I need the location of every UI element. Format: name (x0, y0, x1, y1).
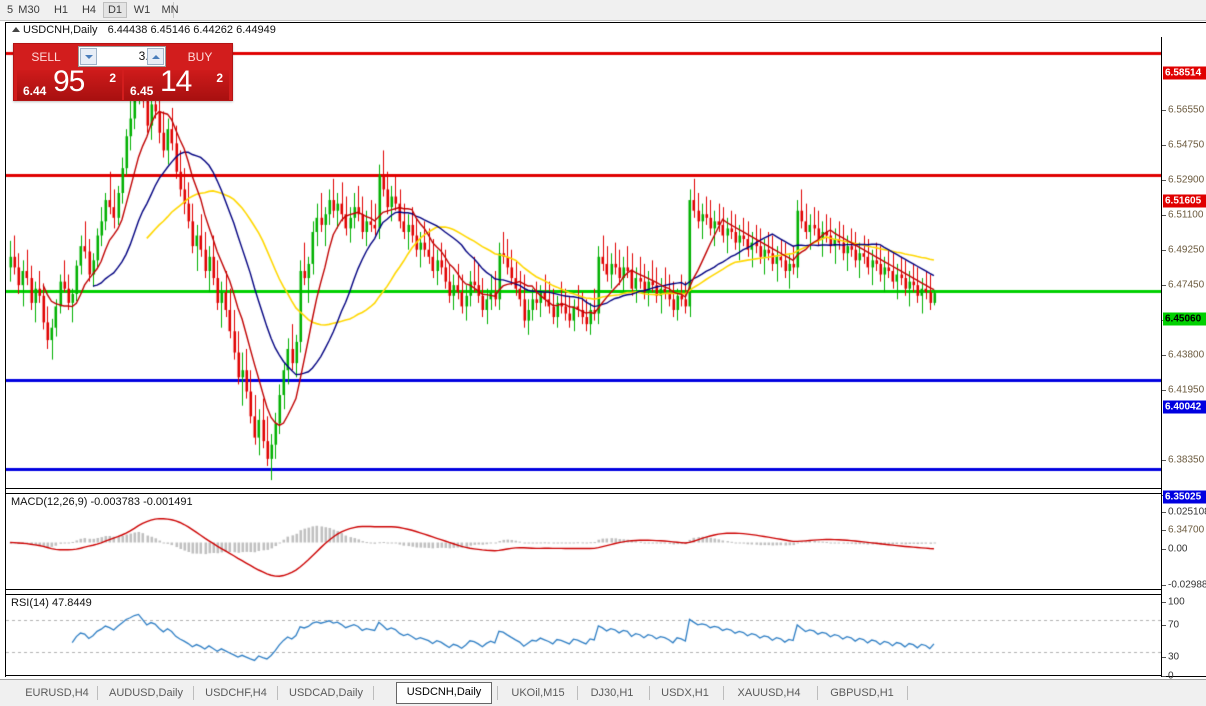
scale-tick (1162, 215, 1166, 216)
sell-price-fraction: 2 (109, 71, 116, 85)
sell-price-main: 95 (53, 70, 85, 98)
tab-separator (723, 686, 724, 700)
volume-input[interactable]: 3.00 (78, 46, 166, 67)
volume-decrement-icon[interactable] (80, 48, 97, 65)
buy-price-main: 14 (160, 70, 192, 98)
scale-tick (1162, 530, 1166, 531)
timeframe-5[interactable]: 5 (6, 4, 14, 16)
scale-tick (1162, 657, 1166, 658)
scale-tick (1162, 625, 1166, 626)
timeframe-w1[interactable]: W1 (133, 4, 151, 16)
indicator-tick-label: 70 (1168, 619, 1180, 631)
price-tick-label: 6.34700 (1168, 524, 1205, 536)
volume-increment-icon[interactable] (147, 48, 164, 65)
indicator-tick-label: 0.025108 (1168, 506, 1206, 518)
scale-tick (1162, 390, 1166, 391)
chart-tab-dj30-h1[interactable]: DJ30,H1 (590, 687, 634, 699)
scale-tick (1162, 549, 1166, 550)
timeframe-m30[interactable]: M30 (18, 4, 40, 16)
price-tick-label: 6.52900 (1168, 174, 1205, 186)
rsi-chart-canvas[interactable] (6, 595, 1161, 675)
timeframe-h4[interactable]: H4 (81, 4, 97, 16)
chart-tab-usdchf-h4[interactable]: USDCHF,H4 (205, 687, 267, 699)
timeframe-mn[interactable]: MN (161, 4, 179, 16)
chart-tab-usdcnh-daily[interactable]: USDCNH,Daily (396, 682, 492, 704)
scale-tick (1162, 460, 1166, 461)
chart-tab-eurusd-h4[interactable]: EURUSD,H4 (25, 687, 89, 699)
price-tick-label: 6.56550 (1168, 104, 1205, 116)
buy-button[interactable]: BUY (171, 46, 229, 68)
buy-price-fraction: 2 (216, 71, 223, 85)
one-click-trading-panel[interactable]: SELL 3.00 BUY 6.44 95 2 6.45 14 2 (13, 43, 233, 101)
tab-separator (497, 686, 498, 700)
rsi-pane[interactable]: RSI(14) 47.8449 (6, 594, 1161, 676)
tab-separator (817, 686, 818, 700)
toolbar-separator (173, 2, 174, 18)
chart-window: USDCNH,Daily 6.44438 6.45146 6.44262 6.4… (5, 22, 1206, 696)
price-tick-label: 6.54750 (1168, 139, 1205, 151)
buy-price-prefix: 6.45 (130, 84, 154, 98)
chart-ohlc-values: 6.44438 6.45146 6.44262 6.44949 (107, 24, 276, 36)
sell-price-prefix: 6.44 (23, 84, 47, 98)
scale-tick (1162, 250, 1166, 251)
scale-tick (1162, 602, 1166, 603)
macd-pane[interactable]: MACD(12,26,9) -0.003783 -0.001491 (6, 493, 1161, 590)
scale-tick (1162, 355, 1166, 356)
symbol-ohlc-line: USDCNH,Daily 6.44438 6.45146 6.44262 6.4… (23, 24, 276, 36)
scale-tick (1162, 145, 1166, 146)
indicator-tick-label: 100 (1168, 596, 1185, 608)
price-level-label-red[interactable]: 6.51605 (1163, 194, 1206, 208)
price-tick-label: 6.41950 (1168, 384, 1205, 396)
price-tick-label: 6.47450 (1168, 279, 1205, 291)
price-tick-label: 6.51100 (1168, 209, 1204, 221)
chart-tab-bar: EURUSD,H4 AUDUSD,Daily USDCHF,H4 USDCAD,Dai… (0, 679, 1206, 706)
macd-chart-canvas[interactable] (6, 494, 1161, 589)
chart-title-bar: USDCNH,Daily 6.44438 6.45146 6.44262 6.4… (6, 23, 1206, 37)
scale-tick (1162, 110, 1166, 111)
tab-separator (97, 686, 98, 700)
chart-tab-usdx-h1[interactable]: USDX,H1 (661, 687, 709, 699)
chart-tab-usdcad-daily[interactable]: USDCAD,Daily (289, 687, 363, 699)
tab-separator (373, 686, 374, 700)
collapse-arrow-icon[interactable] (12, 27, 20, 32)
tab-separator (193, 686, 194, 700)
chart-symbol-label: USDCNH,Daily (23, 24, 98, 36)
price-tick-label: 6.43800 (1168, 349, 1205, 361)
tab-separator (577, 686, 578, 700)
price-pane[interactable] (6, 37, 1161, 489)
sell-button[interactable]: SELL (17, 46, 75, 68)
price-scale[interactable]: 6.56550 6.54750 6.52900 6.51100 6.49250 6.474… (1161, 37, 1206, 682)
sell-price-quote[interactable]: 6.44 95 2 (17, 70, 122, 100)
rsi-label: RSI(14) 47.8449 (11, 597, 92, 609)
timeframe-h1[interactable]: H1 (53, 4, 69, 16)
chart-tab-audusd-daily[interactable]: AUDUSD,Daily (109, 687, 183, 699)
buy-price-quote[interactable]: 6.45 14 2 (124, 70, 229, 100)
tab-separator (277, 686, 278, 700)
indicator-tick-label: 30 (1168, 651, 1180, 663)
price-tick-label: 6.49250 (1168, 244, 1205, 256)
scale-tick (1162, 585, 1166, 586)
tab-separator (649, 686, 650, 700)
chart-tab-ukoil-m15[interactable]: UKOil,M15 (511, 687, 565, 699)
price-tick-label: 6.38350 (1168, 454, 1205, 466)
scale-tick (1162, 180, 1166, 181)
tab-separator (907, 686, 908, 700)
scale-tick (1162, 512, 1166, 513)
price-level-label-blue[interactable]: 6.35025 (1163, 490, 1206, 504)
chart-tab-gbpusd-h1[interactable]: GBPUSD,H1 (830, 687, 894, 699)
price-level-label-green[interactable]: 6.45060 (1163, 312, 1206, 326)
scale-tick (1162, 676, 1166, 677)
price-level-label-red[interactable]: 6.58514 (1163, 66, 1206, 80)
indicator-tick-label: 0.00 (1168, 543, 1188, 555)
price-level-label-blue[interactable]: 6.40042 (1163, 400, 1206, 414)
scale-tick (1162, 285, 1166, 286)
indicator-tick-label: -0.02988 (1168, 579, 1206, 591)
chart-tab-xauusd-h4[interactable]: XAUUSD,H4 (737, 687, 801, 699)
macd-label: MACD(12,26,9) -0.003783 -0.001491 (11, 496, 193, 508)
indicator-tick-label: 0 (1168, 670, 1174, 682)
price-chart-canvas[interactable] (6, 37, 1161, 488)
timeframe-toolbar: 5 M30 H1 H4 D1 W1 MN (0, 0, 1206, 21)
timeframe-d1[interactable]: D1 (103, 2, 127, 18)
